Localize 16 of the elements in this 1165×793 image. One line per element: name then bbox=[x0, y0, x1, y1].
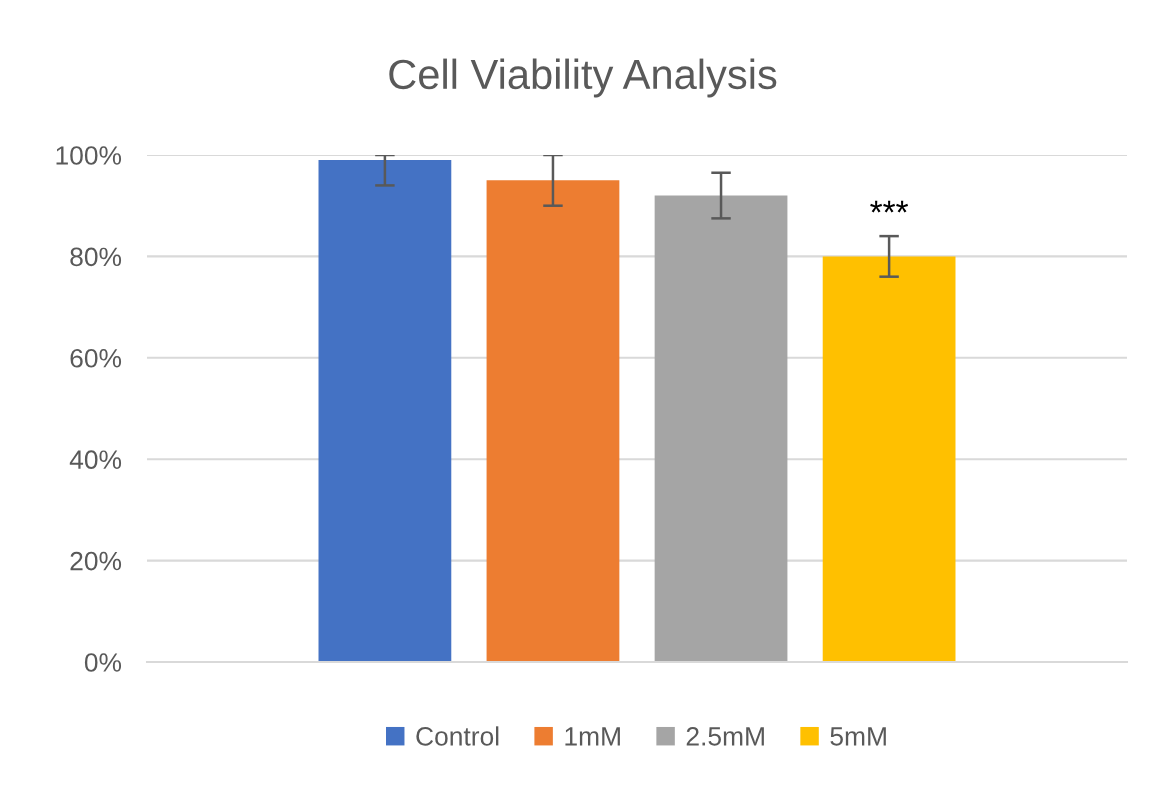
bar bbox=[822, 256, 956, 662]
legend-label: 2.5mM bbox=[686, 727, 764, 746]
y-tick-label: 0% bbox=[84, 653, 122, 672]
legend-label: 1mM bbox=[565, 727, 620, 746]
legend-label: Control bbox=[416, 726, 499, 746]
legend-label: 5mM bbox=[830, 727, 886, 746]
y-tick-label: 40% bbox=[69, 450, 122, 470]
y-tick-label: 100% bbox=[56, 146, 122, 165]
bar bbox=[486, 180, 620, 662]
annotation: *** bbox=[870, 200, 909, 213]
chart-title: Cell Viability Analysis bbox=[389, 58, 777, 98]
y-tick-label: 80% bbox=[70, 247, 122, 267]
bar bbox=[318, 160, 452, 662]
y-tick-label: 20% bbox=[70, 551, 122, 571]
bar bbox=[654, 195, 788, 662]
y-tick-label: 60% bbox=[70, 348, 122, 368]
